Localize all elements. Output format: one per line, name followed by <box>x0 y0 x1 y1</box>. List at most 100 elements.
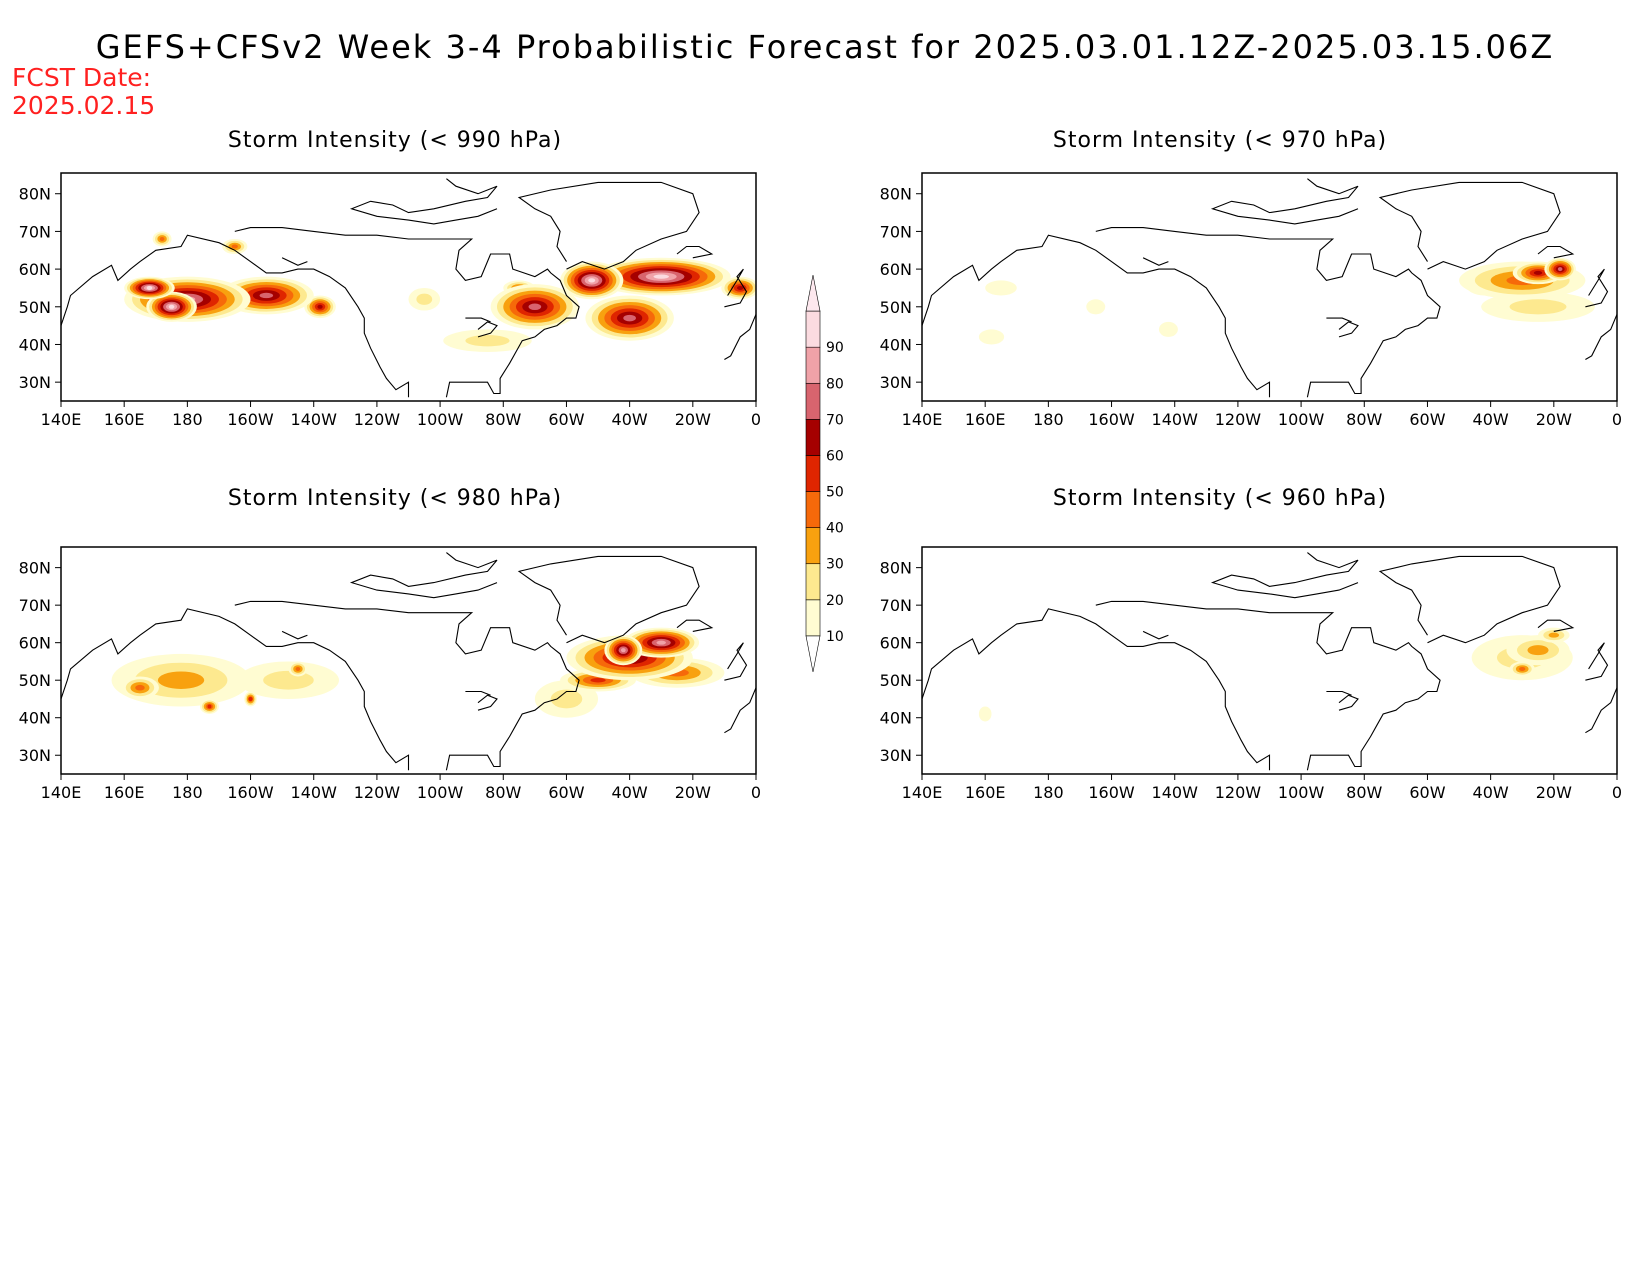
probability-shade <box>259 292 274 299</box>
coastline <box>1585 314 1617 360</box>
lat-tick-label: 70N <box>880 222 912 241</box>
coastline <box>61 608 410 771</box>
probability-shade <box>1548 632 1560 638</box>
probability-shade <box>590 677 606 683</box>
coastline <box>676 619 714 632</box>
probability-shade <box>978 706 992 722</box>
lon-tick-label: 20W <box>1536 410 1572 429</box>
colorbar-label: 60 <box>826 448 844 464</box>
fcst-date-label: FCST Date: <box>12 63 152 92</box>
probability-shade <box>168 304 175 309</box>
probability-shade <box>656 640 666 645</box>
coastline <box>1095 227 1441 398</box>
coastline <box>1338 321 1359 338</box>
lon-tick-label: 60W <box>1409 410 1445 429</box>
coastline <box>1210 552 1359 599</box>
coastline <box>234 600 580 771</box>
colorbar-lower-end <box>805 635 821 673</box>
probability-shade <box>207 704 212 709</box>
lat-tick-label: 70N <box>880 596 912 615</box>
lon-tick-label: 160W <box>227 410 274 429</box>
coastline <box>1537 245 1575 259</box>
coastline <box>1338 694 1359 711</box>
colorbar-label: 90 <box>826 340 844 356</box>
lon-tick-label: 160W <box>1088 783 1135 802</box>
coastline <box>1326 317 1352 323</box>
lon-tick-label: 100W <box>1278 783 1325 802</box>
coastline <box>281 257 308 266</box>
lon-tick-label: 160W <box>1088 410 1135 429</box>
colorbar-upper-end <box>805 274 821 312</box>
lat-tick-label: 40N <box>880 709 912 728</box>
lat-tick-label: 40N <box>19 709 51 728</box>
lat-tick-label: 60N <box>880 260 912 279</box>
probability-shade <box>653 274 669 279</box>
lon-tick-label: 140E <box>902 410 943 429</box>
lat-tick-label: 70N <box>19 596 51 615</box>
coastline <box>349 178 498 225</box>
lat-tick-label: 30N <box>880 373 912 392</box>
colorbar: 10 20 30 40 50 60 70 80 90 <box>805 274 844 673</box>
probability-shade <box>1509 299 1567 315</box>
probability-shade <box>1086 299 1106 315</box>
coastline <box>61 234 410 398</box>
probability-shade <box>295 666 301 671</box>
lat-tick-label: 50N <box>19 298 51 317</box>
coastline <box>465 690 491 696</box>
lon-tick-label: 0 <box>751 783 761 802</box>
lat-tick-label: 70N <box>19 222 51 241</box>
map-panel-980hpa: 80N 70N 60N 50N 40N 30N 140E 160E 180 160W 140W 120… <box>19 546 761 802</box>
colorbar-swatch <box>805 599 821 637</box>
coastline <box>922 234 1271 398</box>
colorbar-label: 70 <box>826 412 844 428</box>
colorbar-swatch <box>805 382 821 420</box>
lon-tick-label: 160E <box>104 410 145 429</box>
coastline <box>234 227 580 398</box>
lon-tick-label: 20W <box>1536 783 1572 802</box>
probability-shade <box>978 329 1005 345</box>
lon-tick-label: 40W <box>1473 783 1509 802</box>
lon-tick-label: 20W <box>675 783 711 802</box>
lon-tick-label: 160E <box>104 783 145 802</box>
map-panel-960hpa: 80N 70N 60N 50N 40N 30N 140E 160E 180 160W 140W 120… <box>880 546 1622 802</box>
coastline <box>676 245 714 259</box>
coastline <box>724 268 748 308</box>
coastline <box>1142 257 1169 266</box>
coastline <box>477 321 498 338</box>
coastline <box>281 630 308 640</box>
lon-tick-label: 180 <box>1033 410 1064 429</box>
probability-shade <box>737 285 744 290</box>
lon-tick-label: 40W <box>612 410 648 429</box>
lon-tick-label: 140E <box>41 410 82 429</box>
probability-shade <box>465 335 510 347</box>
panel-title-980: Storm Intensity (< 980 hPa) <box>227 486 563 511</box>
lat-tick-label: 50N <box>19 671 51 690</box>
colorbar-label: 20 <box>826 593 844 609</box>
lon-tick-label: 80W <box>1346 410 1382 429</box>
probability-shade <box>1158 321 1178 337</box>
lon-tick-label: 40W <box>612 783 648 802</box>
lon-tick-label: 0 <box>1612 783 1622 802</box>
lat-tick-label: 40N <box>880 335 912 354</box>
coastline <box>517 181 700 270</box>
colorbar-label: 80 <box>826 376 844 392</box>
coastline <box>724 642 748 681</box>
lat-tick-label: 50N <box>880 298 912 317</box>
lat-tick-label: 50N <box>880 671 912 690</box>
colorbar-label: 50 <box>826 485 844 501</box>
map-frame <box>921 546 1618 775</box>
lon-tick-label: 80W <box>485 410 521 429</box>
lat-tick-label: 60N <box>880 634 912 653</box>
lon-tick-label: 60W <box>548 783 584 802</box>
lon-tick-label: 140W <box>291 410 338 429</box>
colorbar-label: 10 <box>826 629 844 645</box>
probability-shade <box>231 244 238 249</box>
figure-title: GEFS+CFSv2 Week 3-4 Probabilistic Foreca… <box>95 28 1555 66</box>
lon-tick-label: 180 <box>1033 783 1064 802</box>
colorbar-swatch <box>805 491 821 528</box>
lon-tick-label: 120W <box>354 410 401 429</box>
colorbar-swatch <box>805 419 821 456</box>
lat-tick-label: 60N <box>19 260 51 279</box>
probability-shade <box>159 236 165 241</box>
colorbar-label: 40 <box>826 521 844 537</box>
